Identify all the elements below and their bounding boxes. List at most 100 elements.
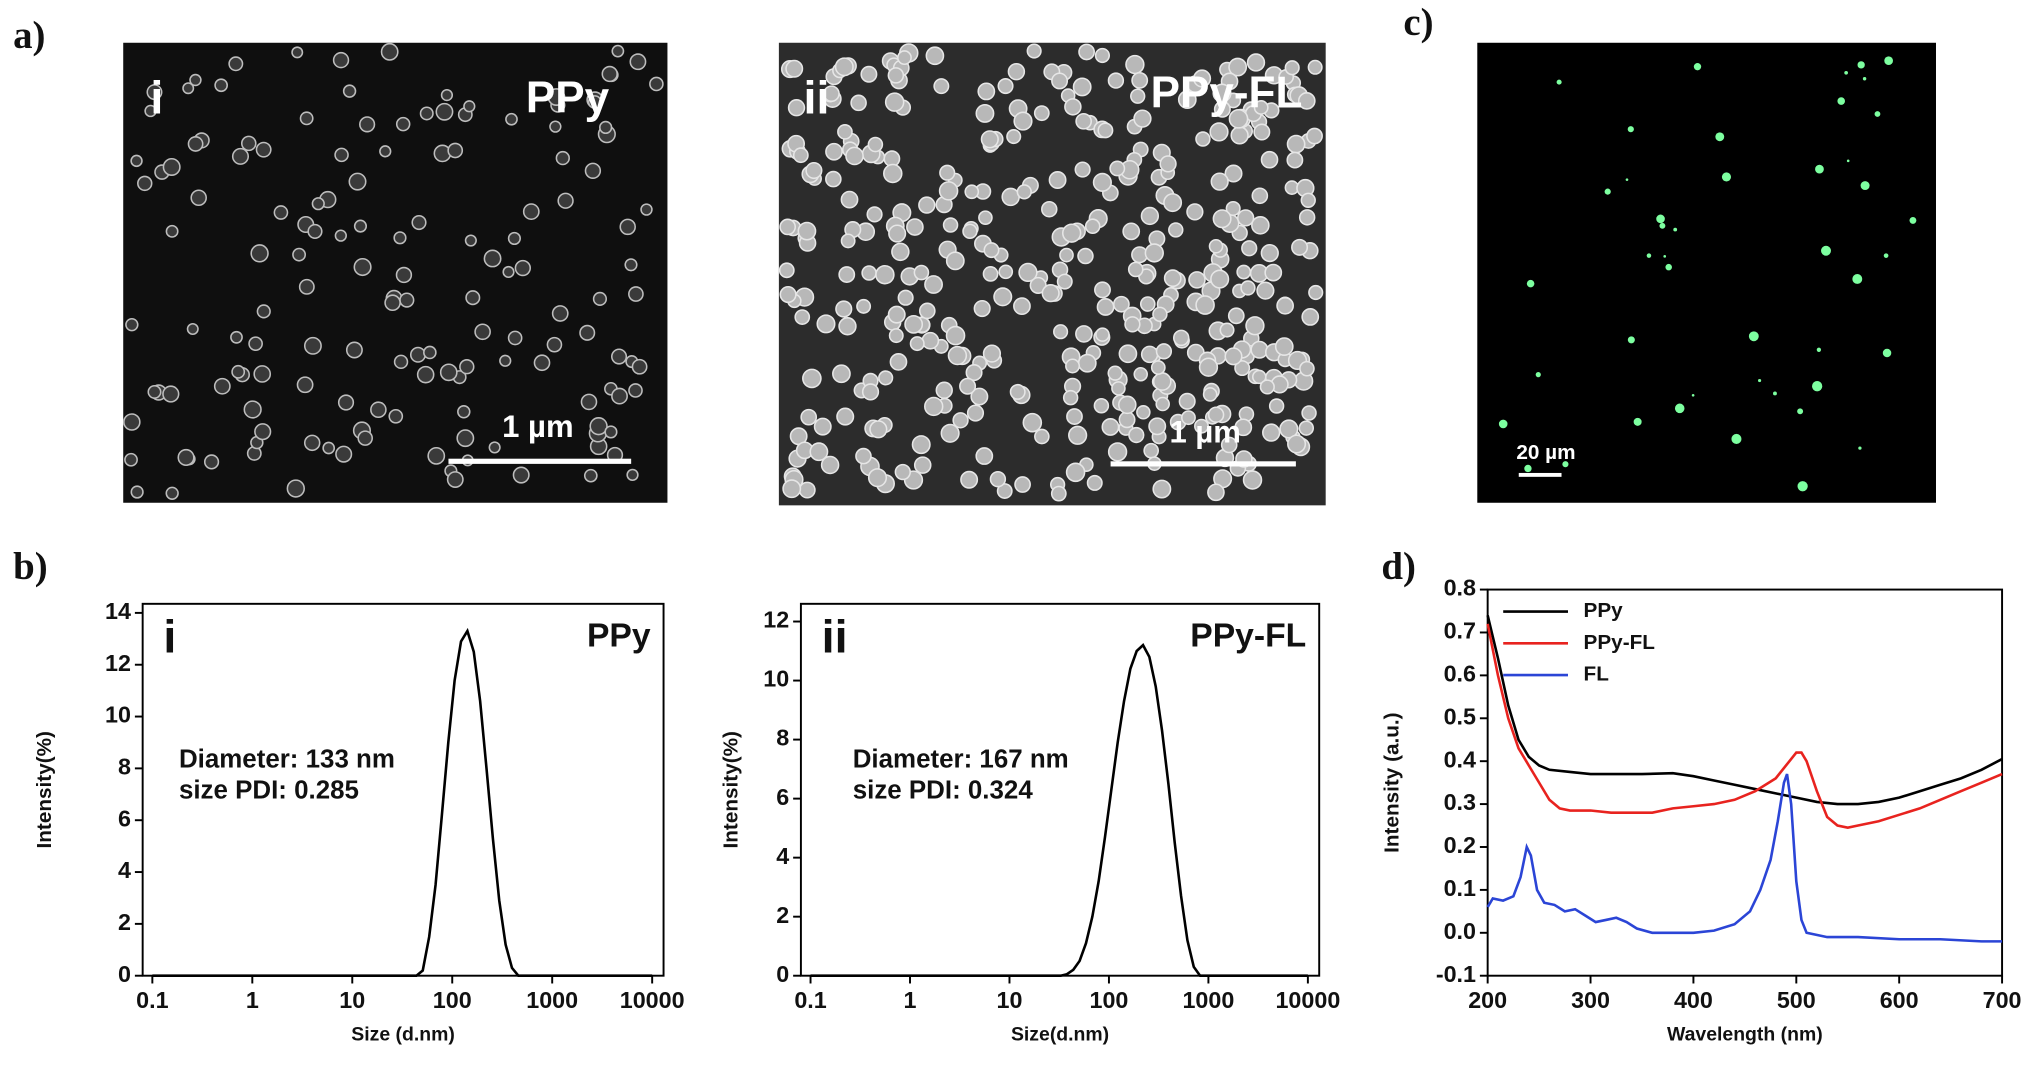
particle (230, 330, 243, 344)
particle (1172, 329, 1190, 347)
particle (483, 249, 502, 268)
particle (891, 242, 910, 262)
particle (1627, 336, 1635, 344)
particle (1837, 97, 1846, 105)
particle (1140, 206, 1160, 226)
particle (947, 345, 968, 366)
particle (353, 219, 368, 233)
particle (779, 218, 797, 236)
particle (964, 184, 980, 200)
particle (1797, 481, 1808, 492)
particle (1075, 112, 1093, 130)
particle (840, 190, 859, 209)
particle (1286, 151, 1304, 169)
particle (547, 88, 566, 106)
particle (1236, 264, 1252, 280)
x-tick-label: 1 (246, 987, 259, 1013)
particle (370, 401, 387, 419)
particle (1251, 216, 1270, 235)
particle (1858, 446, 1862, 450)
particle (186, 323, 199, 336)
x-tick-label: 1 (904, 987, 917, 1013)
particle (488, 441, 501, 454)
particle (1092, 172, 1112, 192)
particle (1674, 403, 1685, 414)
x-tick-label: 0.1 (794, 987, 826, 1013)
particle (395, 116, 411, 132)
particle (1048, 171, 1067, 189)
legend-label: PPy (1584, 599, 1624, 622)
particle (1301, 308, 1320, 326)
particle (629, 53, 647, 71)
particle (1260, 243, 1279, 263)
y-axis-label: Intensity(%) (720, 731, 743, 848)
particle (875, 264, 895, 285)
particle (137, 175, 153, 192)
particle (624, 258, 638, 272)
particle (254, 423, 272, 441)
particle (973, 299, 991, 318)
particle (883, 163, 903, 184)
particle (1034, 428, 1050, 445)
y-tick-label: 6 (776, 784, 789, 810)
y-tick-label: 0 (118, 961, 131, 987)
particle (457, 405, 471, 419)
particle (1208, 238, 1224, 254)
scale-bar (1518, 472, 1562, 477)
particle (1862, 77, 1867, 81)
particle (1882, 348, 1892, 358)
particle (1526, 279, 1535, 288)
particle (1178, 392, 1196, 410)
particle (820, 455, 840, 475)
particle (1301, 405, 1317, 421)
particle (1140, 345, 1159, 364)
particle (888, 328, 904, 344)
particle (611, 44, 625, 58)
particle (959, 377, 977, 395)
particle (522, 203, 540, 221)
particle (1240, 280, 1256, 296)
particle (334, 147, 349, 163)
particle (240, 135, 257, 152)
x-axis-label: Size(d.nm) (1011, 1023, 1109, 1045)
particle (983, 242, 1000, 259)
particle (456, 429, 475, 448)
particle (1109, 160, 1126, 177)
particle (1210, 172, 1229, 191)
particle (1625, 178, 1629, 181)
y-tick-label: 0.4 (1444, 746, 1476, 772)
particle (823, 85, 840, 103)
particle (1299, 360, 1315, 377)
particle (580, 393, 598, 411)
particle (334, 229, 347, 242)
particle (794, 309, 811, 325)
particle (248, 336, 263, 352)
x-axis-label: Size (d.nm) (351, 1023, 455, 1045)
particle (345, 341, 363, 359)
y-tick-label: 10 (763, 666, 789, 692)
particle (1026, 43, 1042, 59)
y-tick-label: 14 (105, 598, 131, 624)
particle (861, 265, 877, 281)
particle (1186, 203, 1204, 221)
particle (1815, 164, 1824, 174)
particle (1207, 406, 1225, 423)
image-label: i (150, 71, 163, 123)
particle (1022, 412, 1043, 433)
particle (435, 102, 454, 121)
particle (1152, 306, 1168, 323)
particle (1006, 129, 1022, 145)
particle (933, 78, 950, 95)
image-sample: PPy-FL (1151, 69, 1303, 118)
particle (1663, 255, 1667, 258)
particle (1078, 43, 1095, 61)
particle (440, 88, 454, 102)
x-tick-label: 10 (997, 987, 1023, 1013)
particle (213, 377, 231, 395)
particle (838, 266, 856, 283)
particle (778, 262, 795, 279)
particle (888, 224, 907, 243)
particle (838, 317, 857, 336)
particle (380, 42, 399, 61)
annotation: Diameter: 133 nm (179, 745, 395, 773)
